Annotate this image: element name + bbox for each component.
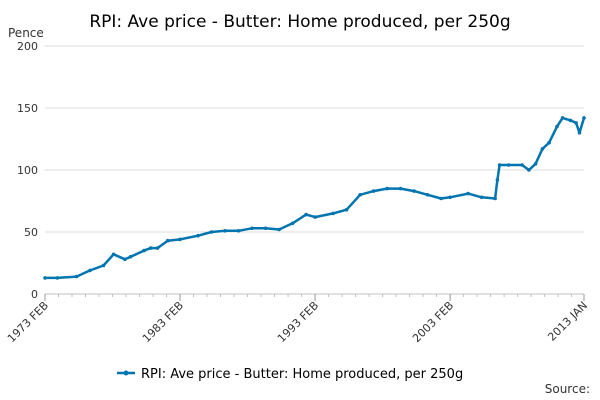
source-label: Source: (545, 382, 590, 396)
series-line[interactable] (45, 116, 586, 280)
data-point[interactable] (439, 196, 443, 201)
legend[interactable]: RPI: Ave price - Butter: Home produced, … (117, 367, 463, 382)
data-point[interactable] (149, 246, 153, 250)
data-point[interactable] (497, 163, 502, 167)
data-point[interactable] (55, 276, 60, 280)
data-point[interactable] (223, 229, 227, 233)
x-tick-label: 1973 FEB (5, 299, 51, 345)
y-tick-label: 0 (31, 288, 38, 301)
chart-title: RPI: Ave price - Butter: Home produced, … (89, 12, 510, 32)
x-axis-ticks: 1973 FEB 1983 FEB 1993 FEB 2003 FEB 2013 JAN (5, 299, 590, 345)
y-tick-label: 200 (17, 40, 38, 53)
data-point[interactable] (209, 230, 214, 234)
data-point[interactable] (493, 196, 497, 201)
data-point[interactable] (263, 226, 268, 231)
data-point[interactable] (547, 140, 551, 145)
data-point[interactable] (358, 193, 362, 197)
data-point[interactable] (582, 116, 586, 120)
y-tick-label: 100 (17, 164, 38, 177)
data-point[interactable] (277, 227, 281, 232)
data-point[interactable] (398, 186, 403, 191)
x-tick-label: 1983 FEB (140, 299, 186, 345)
data-point[interactable] (479, 195, 484, 200)
data-point[interactable] (385, 186, 389, 191)
data-point[interactable] (142, 248, 146, 253)
data-point[interactable] (506, 163, 511, 167)
data-point[interactable] (304, 212, 308, 217)
legend-label: RPI: Ave price - Butter: Home produced, … (141, 367, 463, 382)
data-point[interactable] (568, 118, 573, 123)
data-point[interactable] (128, 254, 133, 259)
data-point[interactable] (448, 195, 452, 200)
data-point[interactable] (123, 257, 127, 262)
series-layer (43, 116, 586, 280)
y-axis-ticks: 0 50 100 150 200 (17, 40, 38, 301)
x-tick-label: 2013 JAN (545, 299, 590, 344)
data-point[interactable] (425, 193, 430, 197)
data-point[interactable] (520, 163, 524, 167)
legend-dot-marker (123, 370, 129, 376)
data-point[interactable] (88, 268, 92, 273)
y-tick-label: 50 (24, 226, 38, 239)
data-point[interactable] (101, 263, 106, 268)
y-tick-label: 150 (17, 102, 38, 115)
data-point[interactable] (165, 238, 170, 243)
data-point[interactable] (331, 211, 335, 216)
data-point[interactable] (155, 246, 160, 250)
x-tick-label: 2003 FEB (410, 299, 456, 345)
data-point[interactable] (250, 226, 254, 231)
gridlines (44, 45, 585, 301)
data-point[interactable] (74, 274, 79, 279)
data-point[interactable] (290, 221, 295, 226)
data-point[interactable] (540, 147, 545, 151)
data-point[interactable] (495, 178, 500, 182)
data-point[interactable] (577, 131, 582, 135)
data-point[interactable] (196, 233, 200, 238)
data-point[interactable] (313, 215, 317, 219)
data-point[interactable] (178, 237, 182, 242)
data-point[interactable] (533, 162, 538, 166)
data-point[interactable] (371, 189, 376, 193)
data-point[interactable] (555, 124, 559, 129)
y-axis-label: Pence (8, 26, 44, 40)
data-point[interactable] (412, 189, 416, 193)
data-point[interactable] (527, 168, 531, 172)
data-point[interactable] (574, 121, 578, 125)
data-point[interactable] (43, 276, 47, 280)
data-point[interactable] (236, 229, 241, 233)
data-point[interactable] (466, 191, 470, 196)
data-point[interactable] (344, 207, 349, 212)
data-point[interactable] (111, 252, 116, 257)
data-point[interactable] (560, 116, 565, 120)
x-tick-label: 1993 FEB (275, 299, 321, 345)
